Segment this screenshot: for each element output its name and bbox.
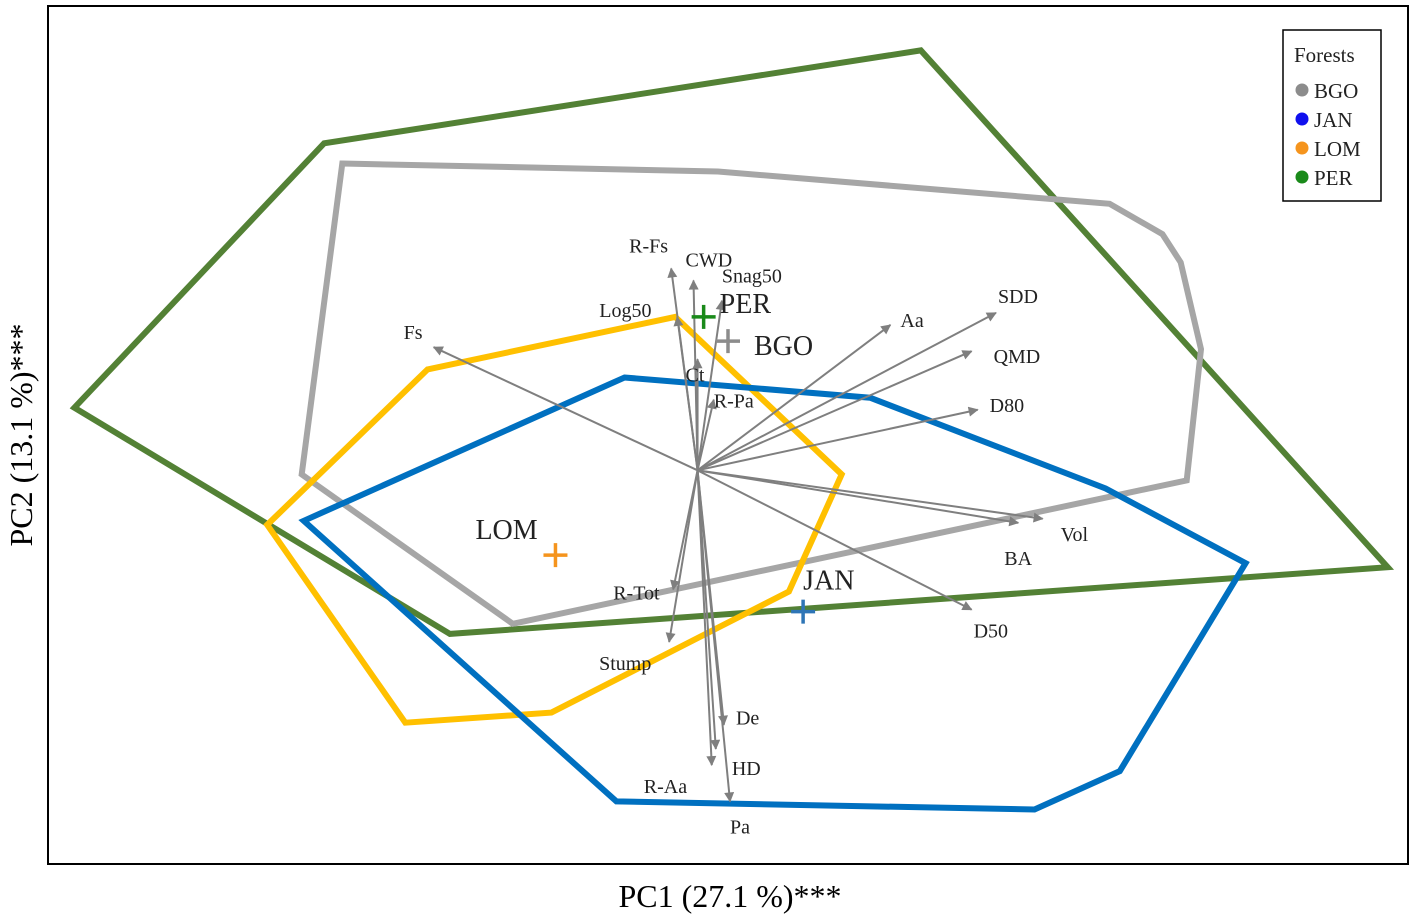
centroid-per: [691, 304, 716, 329]
loading-arrow-stump: [665, 470, 699, 643]
centroid-layer: PER BGO LOM JAN: [475, 289, 854, 624]
loading-label-aa: Aa: [900, 310, 923, 332]
loading-label-cwd: CWD: [685, 250, 732, 272]
legend-marker-per: [1295, 170, 1309, 184]
loading-arrow-d80: [697, 406, 979, 472]
plot-frame: [47, 5, 1409, 865]
loading-arrow-sdd: [697, 311, 997, 472]
legend-label-jan: JAN: [1314, 108, 1353, 132]
loading-arrow-ba: [697, 469, 1020, 527]
legend-label-bgo: BGO: [1314, 79, 1358, 103]
loading-label-r-fs: R-Fs: [629, 235, 668, 257]
legend-marker-bgo: [1295, 83, 1309, 97]
x-axis-title: PC1 (27.1 %)***: [618, 878, 841, 914]
loading-label-d50: D50: [974, 621, 1008, 643]
loading-arrow-vol: [697, 469, 1044, 523]
hull-jan: [298, 374, 1250, 813]
legend-marker-jan: [1295, 112, 1309, 126]
loading-label-log50: Log50: [599, 300, 651, 322]
hull-lom: [263, 313, 846, 726]
loading-arrow-aa: [696, 324, 892, 472]
centroid-jan: [791, 599, 816, 624]
loading-label-r-tot: R-Tot: [613, 582, 660, 604]
loading-arrow-d50: [697, 469, 973, 611]
y-axis-title: PC2 (13.1 %)***: [3, 323, 39, 546]
loading-label-sdd: SDD: [998, 286, 1038, 308]
legend-entries: BGO JAN LOM PER: [1295, 79, 1361, 190]
loading-arrow-r-pa: [696, 398, 717, 471]
loading-arrow-fs: [432, 346, 698, 472]
group-label-jan: JAN: [803, 566, 854, 597]
group-label-bgo: BGO: [754, 331, 813, 362]
legend-marker-lom: [1295, 141, 1309, 155]
loading-label-stump: Stump: [599, 653, 651, 675]
loading-label-pa: Pa: [730, 816, 750, 838]
loading-arrow-pa: [696, 470, 735, 803]
group-label-per: PER: [720, 289, 772, 320]
hull-bgo: [298, 160, 1205, 628]
legend-title: Forests: [1294, 43, 1355, 67]
loading-label-fs: Fs: [404, 322, 423, 344]
loading-arrow-r-aa: [696, 470, 717, 767]
loading-label-ct: Ct: [686, 364, 705, 386]
loading-label-snag50: Snag50: [722, 266, 782, 288]
loading-arrow-log50: [673, 315, 699, 471]
loading-arrow-qmd: [697, 350, 973, 472]
loading-label-vol: Vol: [1061, 524, 1089, 546]
group-label-lom: LOM: [475, 515, 537, 546]
hull-layer: [69, 47, 1395, 813]
centroid-lom: [543, 543, 568, 568]
loading-arrow-snag50: [696, 299, 726, 471]
legend-label-per: PER: [1314, 166, 1353, 190]
loading-label-r-aa: R-Aa: [644, 776, 687, 798]
loading-label-d80: D80: [990, 395, 1024, 417]
loading-label-ba: BA: [1004, 548, 1032, 570]
loading-label-de: De: [736, 708, 759, 730]
legend-label-lom: LOM: [1314, 137, 1361, 161]
centroid-bgo: [716, 329, 740, 354]
loading-label-hd: HD: [732, 758, 761, 780]
legend: Forests BGO JAN LOM PER: [1282, 29, 1382, 202]
loading-label-r-pa: R-Pa: [714, 391, 754, 413]
loading-label-qmd: QMD: [994, 346, 1041, 368]
